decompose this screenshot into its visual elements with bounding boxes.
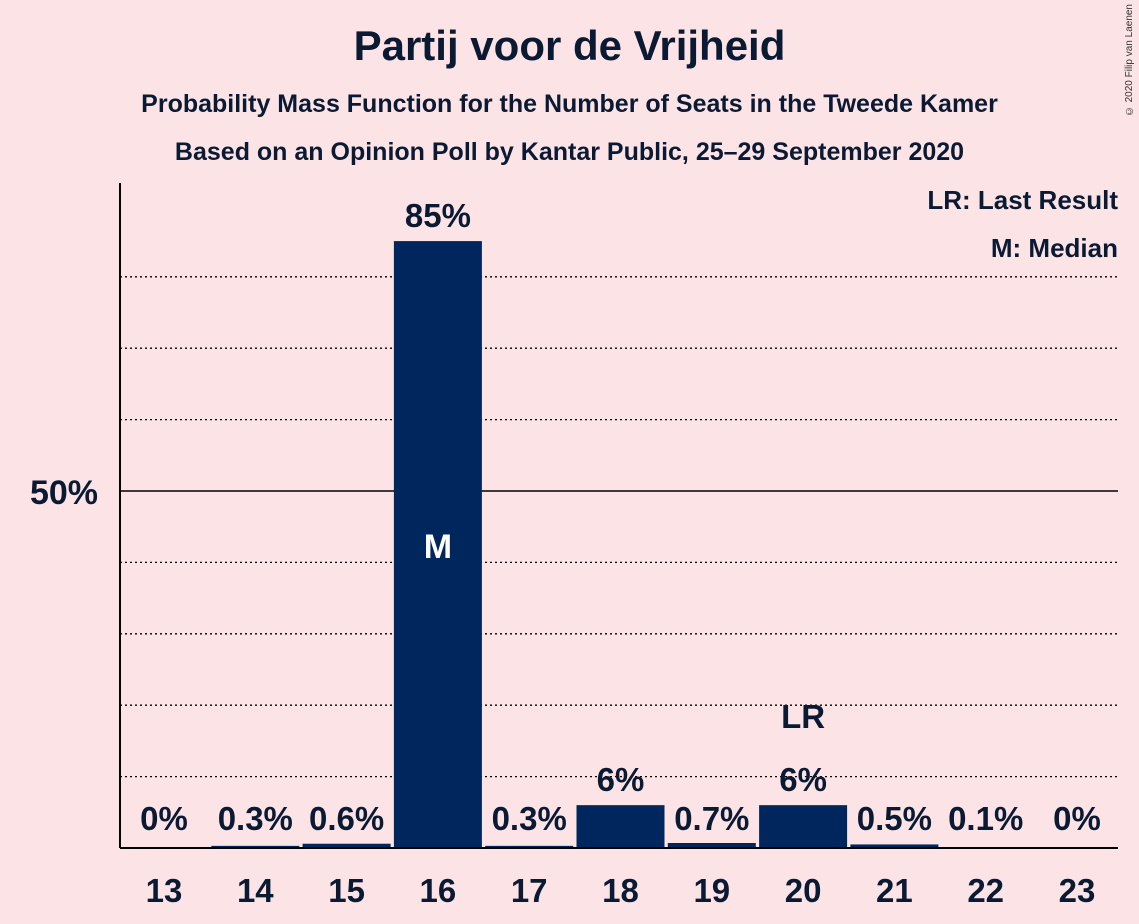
chart-subtitle: Probability Mass Function for the Number… bbox=[141, 90, 998, 118]
y-tick-label: 50% bbox=[30, 474, 98, 512]
value-label: 0.7% bbox=[674, 800, 749, 837]
x-tick-label: 13 bbox=[146, 872, 183, 909]
bar bbox=[850, 844, 939, 848]
bar bbox=[393, 241, 482, 849]
x-tick-label: 14 bbox=[237, 872, 274, 909]
x-tick-label: 23 bbox=[1059, 872, 1096, 909]
value-label: 0.3% bbox=[218, 800, 293, 837]
chart-source-line: Based on an Opinion Poll by Kantar Publi… bbox=[174, 138, 965, 166]
x-tick-label: 20 bbox=[785, 872, 822, 909]
x-tick-label: 19 bbox=[693, 872, 730, 909]
value-label: 0.3% bbox=[492, 800, 567, 837]
value-label: 0.1% bbox=[948, 800, 1023, 837]
value-label: 85% bbox=[405, 197, 471, 234]
bar bbox=[485, 845, 574, 848]
x-tick-label: 21 bbox=[876, 872, 913, 909]
bar bbox=[759, 805, 848, 848]
last-result-marker: LR bbox=[781, 698, 825, 735]
x-tick-label: 16 bbox=[420, 872, 457, 909]
value-label: 0.5% bbox=[857, 800, 932, 837]
bar bbox=[211, 845, 300, 848]
legend-median: M: Median bbox=[991, 233, 1118, 263]
value-label: 0% bbox=[140, 800, 188, 837]
chart-title: Partij voor de Vrijheid bbox=[353, 22, 786, 69]
value-label: 6% bbox=[779, 761, 827, 798]
legend-last-result: LR: Last Result bbox=[927, 185, 1118, 215]
value-label: 6% bbox=[597, 761, 645, 798]
x-tick-label: 22 bbox=[967, 872, 1004, 909]
bar bbox=[576, 805, 665, 848]
value-label: 0.6% bbox=[309, 800, 384, 837]
value-label: 0% bbox=[1053, 800, 1101, 837]
bar bbox=[667, 843, 756, 848]
x-tick-label: 18 bbox=[602, 872, 639, 909]
bar bbox=[302, 843, 391, 848]
x-tick-label: 15 bbox=[328, 872, 365, 909]
x-tick-label: 17 bbox=[511, 872, 548, 909]
median-marker: M bbox=[424, 528, 452, 566]
